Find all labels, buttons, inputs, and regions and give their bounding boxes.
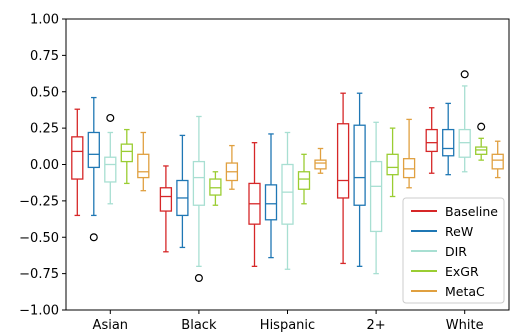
box-iqr bbox=[387, 154, 398, 174]
box-metac-hispanic bbox=[315, 148, 326, 173]
x-axis: Asian Black Hispanic 2+ White bbox=[93, 310, 484, 333]
box-iqr bbox=[492, 154, 503, 169]
box-baseline-hispanic bbox=[249, 143, 260, 267]
box-iqr bbox=[443, 130, 454, 156]
box-iqr bbox=[105, 157, 116, 182]
y-tick-label: −0.25 bbox=[19, 194, 59, 209]
box-iqr bbox=[72, 137, 83, 179]
box-iqr bbox=[338, 124, 349, 198]
box-baseline-black bbox=[160, 166, 171, 252]
box-iqr bbox=[404, 159, 415, 178]
x-tick-label: 2+ bbox=[367, 318, 386, 333]
y-tick-label: −0.75 bbox=[19, 267, 59, 282]
x-tick-label: Black bbox=[181, 318, 217, 333]
box-dir-black bbox=[193, 116, 204, 281]
outlier-point bbox=[461, 71, 468, 78]
box-exgr-asian bbox=[121, 130, 132, 184]
box-iqr bbox=[210, 179, 221, 195]
box-rew-hispanic bbox=[266, 134, 277, 258]
outlier-point bbox=[478, 123, 485, 130]
box-metac-black bbox=[226, 146, 237, 190]
y-tick-label: 0.00 bbox=[30, 158, 59, 173]
x-tick-label: Hispanic bbox=[260, 318, 315, 333]
legend-label-baseline: Baseline bbox=[445, 204, 498, 219]
outlier-point bbox=[196, 275, 203, 282]
box-iqr bbox=[138, 154, 149, 177]
box-iqr bbox=[88, 132, 99, 167]
box-iqr bbox=[459, 130, 470, 158]
outlier-point bbox=[90, 234, 97, 241]
box-exgr-white bbox=[476, 123, 487, 160]
box-iqr bbox=[315, 160, 326, 169]
y-tick-label: 0.50 bbox=[30, 85, 59, 100]
box-baseline-2+ bbox=[338, 93, 349, 263]
y-tick-label: 0.75 bbox=[30, 49, 59, 64]
box-iqr bbox=[266, 185, 277, 220]
box-rew-2+ bbox=[354, 93, 365, 266]
y-axis: 1.00 0.75 0.50 0.25 0.00 −0.25 −0.50 −0.75 −1.00 bbox=[19, 13, 66, 319]
legend-label-metac: MetaC bbox=[445, 284, 485, 299]
x-tick-label: White bbox=[446, 318, 484, 333]
legend-label-rew: ReW bbox=[445, 224, 473, 239]
box-iqr bbox=[282, 165, 293, 225]
box-dir-hispanic bbox=[282, 132, 293, 269]
box-iqr bbox=[121, 144, 132, 161]
box-iqr bbox=[371, 162, 382, 232]
box-metac-asian bbox=[138, 132, 149, 190]
box-dir-2+ bbox=[371, 122, 382, 273]
box-baseline-white bbox=[426, 108, 437, 173]
box-iqr bbox=[299, 172, 310, 189]
box-iqr bbox=[193, 162, 204, 206]
box-dir-asian bbox=[105, 115, 116, 204]
y-tick-label: −0.50 bbox=[19, 231, 59, 246]
box-dir-white bbox=[459, 71, 470, 172]
y-tick-label: 0.25 bbox=[30, 122, 59, 137]
legend: Baseline ReW DIR ExGR MetaC bbox=[403, 198, 504, 303]
box-exgr-black bbox=[210, 172, 221, 205]
x-tick-label: Asian bbox=[93, 318, 128, 333]
box-metac-2+ bbox=[404, 119, 415, 187]
outlier-point bbox=[107, 115, 114, 122]
box-iqr bbox=[354, 125, 365, 205]
y-tick-label: 1.00 bbox=[30, 13, 59, 28]
y-tick-label: −1.00 bbox=[19, 304, 59, 319]
legend-label-dir: DIR bbox=[445, 244, 467, 259]
box-iqr bbox=[476, 147, 487, 154]
box-exgr-hispanic bbox=[299, 154, 310, 203]
box-rew-black bbox=[177, 135, 188, 247]
legend-label-exgr: ExGR bbox=[445, 264, 479, 279]
box-rew-white bbox=[443, 103, 454, 174]
box-iqr bbox=[160, 188, 171, 211]
box-baseline-asian bbox=[72, 109, 83, 215]
box-metac-white bbox=[492, 141, 503, 177]
box-rew-asian bbox=[88, 98, 99, 241]
box-iqr bbox=[426, 130, 437, 152]
box-exgr-2+ bbox=[387, 128, 398, 196]
